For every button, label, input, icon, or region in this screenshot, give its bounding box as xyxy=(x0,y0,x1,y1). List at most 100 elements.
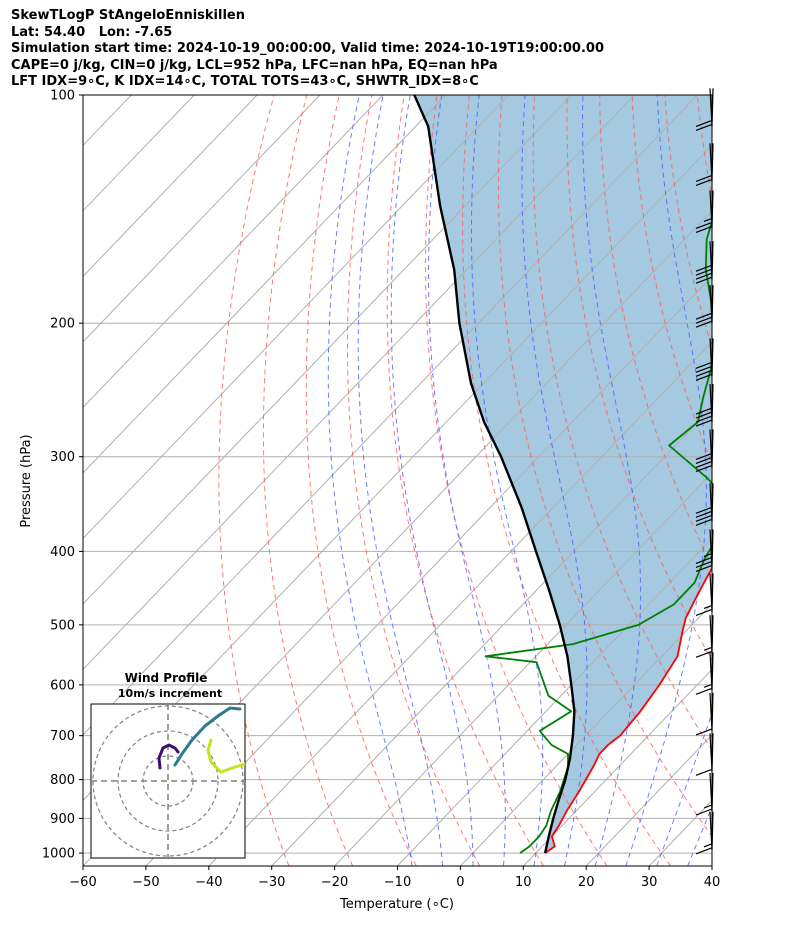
isotherm-line xyxy=(83,95,572,605)
dry-adiabat xyxy=(599,95,712,567)
barb-flag xyxy=(695,650,713,658)
barb-flag xyxy=(695,452,713,461)
barb-flag xyxy=(695,272,713,280)
hodograph-ring xyxy=(117,730,219,832)
barb-flag xyxy=(695,361,713,369)
moist-adiabat xyxy=(582,95,642,866)
barb-flag xyxy=(695,407,713,415)
moist-adiabat xyxy=(521,95,588,866)
barb-flag xyxy=(695,808,713,816)
y-tick-label: 1000 xyxy=(42,847,75,862)
x-tick-label: −30 xyxy=(258,875,285,890)
barb-flag xyxy=(695,687,713,695)
y-tick-label: 800 xyxy=(50,773,75,788)
cin-cape-shading xyxy=(414,95,712,854)
title-line-2: Lat: 54.40 Lon: -7.65 xyxy=(11,24,173,40)
x-tick-label: 10 xyxy=(515,875,532,890)
dry-adiabat xyxy=(498,95,712,838)
wind-barb xyxy=(695,652,714,695)
y-tick-label: 500 xyxy=(50,618,75,633)
parcel-line xyxy=(413,95,576,854)
isotherm-line xyxy=(0,95,68,866)
y-tick-label: 600 xyxy=(50,678,75,693)
x-tick-label: −40 xyxy=(195,875,222,890)
barb-flag xyxy=(695,268,713,276)
y-tick-label: 700 xyxy=(50,729,75,744)
barb-half-flag xyxy=(703,804,713,809)
barb-flag xyxy=(695,123,713,131)
barb-half-flag xyxy=(703,683,713,688)
moist-adiabat xyxy=(471,95,544,866)
moist-adiabat xyxy=(327,95,413,866)
dry-adiabat xyxy=(305,95,417,866)
hodograph-title: Wind Profile xyxy=(125,671,208,685)
isotherm-line xyxy=(83,95,447,474)
barb-flag xyxy=(695,514,713,522)
barb-half-flag xyxy=(703,217,713,223)
barb-flag xyxy=(695,464,713,473)
x-tick-label: 40 xyxy=(704,875,721,890)
barb-flag xyxy=(695,556,713,565)
barb-flag xyxy=(695,419,713,427)
barb-flag xyxy=(695,560,713,569)
hodograph-trace xyxy=(173,706,242,767)
y-tick-label: 100 xyxy=(50,89,75,104)
title-line-1: SkewTLogP StAngeloEnniskillen xyxy=(11,8,245,23)
dry-adiabat xyxy=(730,95,794,866)
isotherm-line xyxy=(83,95,510,540)
chart-header: SkewTLogP StAngeloEnniskillen Lat: 54.40… xyxy=(11,8,791,91)
barb-flag xyxy=(695,768,713,776)
barb-flag xyxy=(695,415,713,423)
hodograph-trace xyxy=(206,738,245,774)
wind-barb xyxy=(695,692,714,736)
barb-flag xyxy=(695,320,713,328)
dry-adiabat xyxy=(425,95,608,866)
dry-adiabat xyxy=(386,95,544,866)
isotherm-line xyxy=(0,95,6,866)
barb-flag xyxy=(695,312,713,320)
dry-adiabat xyxy=(532,95,712,751)
x-tick-label: −10 xyxy=(384,875,411,890)
barb-flag xyxy=(695,728,713,736)
barb-half-flag xyxy=(703,843,713,848)
moist-adiabat xyxy=(719,95,794,866)
x-tick-label: 30 xyxy=(641,875,658,890)
x-tick-label: −60 xyxy=(69,875,96,890)
dry-adiabat xyxy=(631,95,712,465)
moist-adiabat xyxy=(357,95,444,866)
barb-half-flag xyxy=(703,552,713,558)
hodograph-trace xyxy=(157,743,180,770)
x-tick-label: 0 xyxy=(456,875,464,890)
isotherm-line xyxy=(334,472,712,866)
barb-flag xyxy=(695,264,713,272)
isotherm-line xyxy=(271,406,712,866)
moist-adiabat xyxy=(428,95,506,866)
title-line-5: LFT IDX=9∘C, K IDX=14∘C, TOTAL TOTS=43∘C… xyxy=(11,74,479,90)
barb-flag xyxy=(695,847,713,855)
y-tick-label: 300 xyxy=(50,450,75,465)
dry-adiabat xyxy=(566,95,712,662)
barb-half-flag xyxy=(703,646,713,651)
barb-flag xyxy=(695,608,713,617)
hodograph-subtitle: 10m/s increment xyxy=(118,687,222,700)
barb-half-flag xyxy=(703,604,713,610)
isotherm-line xyxy=(208,341,712,866)
hodograph-inset: Wind Profile 10m/s increment xyxy=(90,671,246,859)
isotherm-line xyxy=(711,865,712,866)
y-axis-label: Pressure (hPa) xyxy=(19,434,34,527)
x-axis-label: Temperature (∘C) xyxy=(339,897,454,912)
barb-flag xyxy=(695,510,713,518)
isotherm-line xyxy=(460,603,712,866)
barb-flag xyxy=(695,518,713,526)
barb-flag xyxy=(695,276,713,284)
moist-adiabat xyxy=(390,95,474,866)
barb-flag xyxy=(695,221,713,230)
barb-flag xyxy=(695,316,713,324)
y-tick-label: 400 xyxy=(50,545,75,560)
isotherm-line xyxy=(83,95,321,343)
barb-flag xyxy=(695,506,713,514)
dry-adiabat xyxy=(218,95,290,866)
dry-adiabat xyxy=(762,95,794,866)
barb-flag xyxy=(695,460,713,469)
